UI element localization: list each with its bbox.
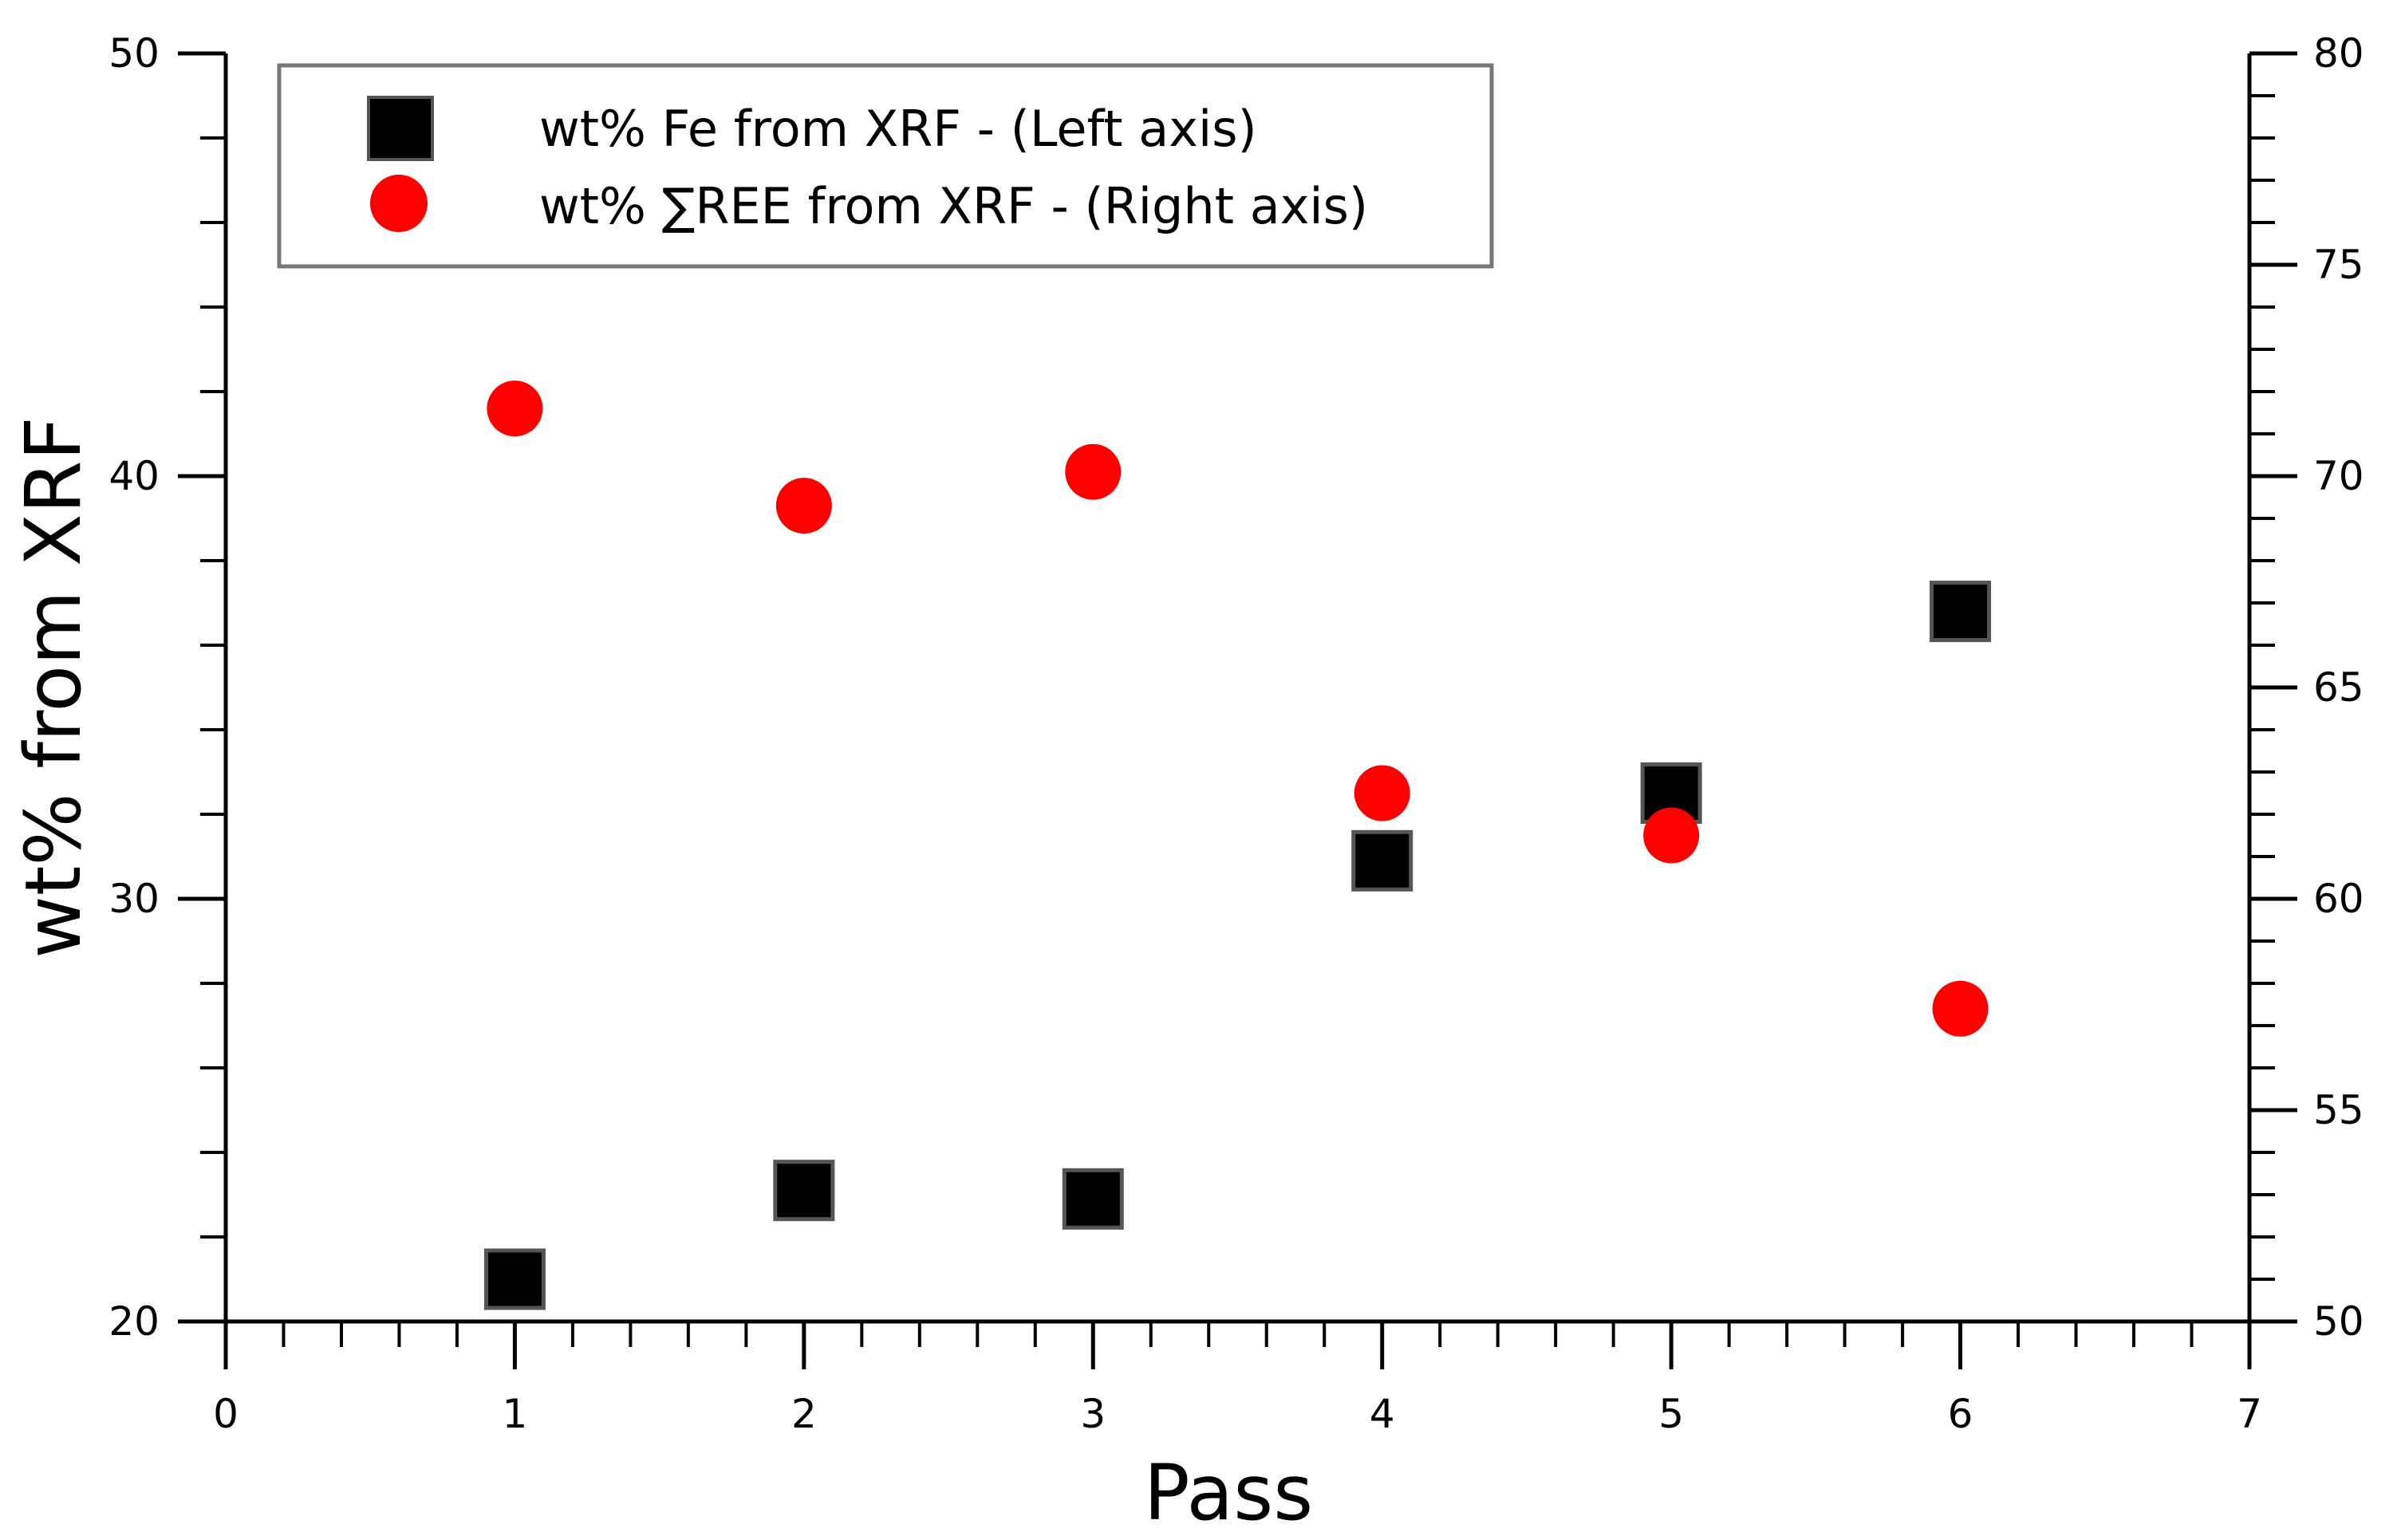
x-tick-label: 0 [213, 1391, 239, 1437]
fe-data-point [1930, 581, 1992, 643]
fe-data-point [773, 1160, 835, 1222]
y2-tick-label: 60 [2313, 876, 2364, 922]
ree-data-point [1065, 443, 1122, 500]
fe-data-point [483, 1248, 546, 1310]
x-tick-label: 6 [1948, 1391, 1973, 1437]
y-axis-title: wt% from XRF [9, 416, 98, 959]
x-tick-label: 2 [791, 1391, 817, 1437]
x-tick-label: 3 [1080, 1391, 1106, 1437]
x-tick-label: 4 [1370, 1391, 1395, 1437]
series-markers [483, 380, 1992, 1310]
y2-tick-label: 65 [2313, 664, 2364, 711]
y-tick-label: 30 [108, 876, 160, 922]
ree-data-point [775, 478, 832, 534]
ree-data-point [1354, 765, 1410, 821]
y-tick-label: 40 [108, 453, 160, 499]
legend-marker-ree [370, 175, 428, 232]
legend-label-fe: wt% Fe from XRF - (Left axis) [539, 100, 1257, 158]
fe-data-point [1351, 829, 1413, 892]
x-ticks: 0 1 2 3 4 5 6 7 [213, 1321, 2262, 1437]
ree-data-point [1932, 980, 1989, 1037]
y2-tick-label: 70 [2313, 453, 2364, 499]
y-tick-label: 20 [108, 1298, 160, 1345]
ree-data-point [487, 380, 543, 437]
x-tick-label: 7 [2237, 1391, 2262, 1437]
y-ticks: 20 30 40 50 [108, 30, 226, 1345]
y2-tick-label: 80 [2313, 30, 2364, 77]
legend-marker-fe [367, 96, 434, 161]
legend-box [277, 63, 1494, 269]
legend-label-ree: wt% ∑REE from XRF - (Right axis) [539, 177, 1368, 235]
y-tick-label: 50 [108, 30, 160, 77]
legend: wt% Fe from XRF - (Left axis) wt% ∑REE f… [277, 63, 1494, 269]
ree-data-point [1643, 807, 1700, 864]
fe-data-point [1062, 1168, 1124, 1230]
y2-tick-label: 55 [2313, 1087, 2364, 1133]
y2-tick-label: 75 [2313, 242, 2364, 288]
x-tick-label: 5 [1658, 1391, 1684, 1437]
x-tick-label: 1 [503, 1391, 528, 1437]
y2-tick-label: 50 [2313, 1298, 2364, 1345]
y2-ticks: 50 55 60 65 70 75 80 [2249, 30, 2364, 1345]
x-axis-title: Pass [1144, 1448, 1313, 1538]
